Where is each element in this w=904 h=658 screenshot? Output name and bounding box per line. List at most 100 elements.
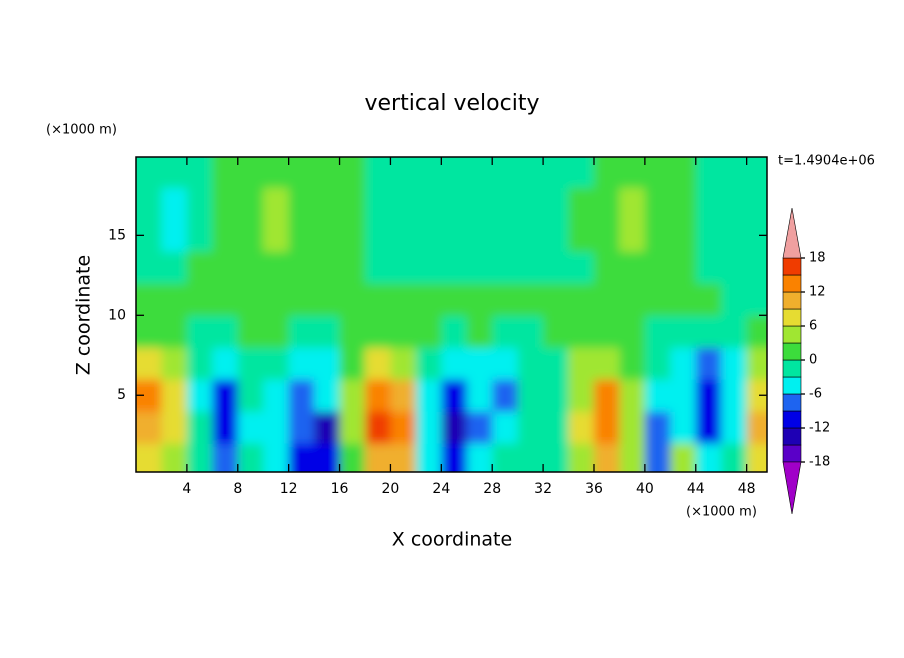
contour-cell [644, 379, 671, 412]
contour-cell [517, 251, 544, 284]
contour-cell [441, 347, 468, 380]
contour-cell [186, 187, 213, 220]
contour-cell [517, 283, 544, 316]
colorbar-tick-label: 12 [809, 285, 826, 300]
contour-cell [466, 283, 493, 316]
contour-cell [543, 251, 570, 284]
x-axis-label: X coordinate [392, 529, 512, 551]
contour-cell [161, 283, 188, 316]
contour-cell [364, 347, 391, 380]
contour-cell [695, 315, 722, 348]
contour-cell [288, 315, 315, 348]
contour-cell [263, 187, 290, 220]
contour-cell [695, 443, 722, 472]
colorbar-tick-label: -6 [809, 387, 822, 402]
contour-cell [339, 411, 366, 444]
contour-cell [619, 251, 646, 284]
contour-cell [644, 443, 671, 472]
contour-cell [212, 379, 239, 412]
colorbar-high-arrow [782, 207, 802, 259]
contour-cell [364, 251, 391, 284]
contour-cell [746, 443, 767, 472]
contour-cell [619, 411, 646, 444]
x-tick-label: 28 [483, 481, 501, 497]
contour-cell [721, 251, 748, 284]
contour-cell [517, 315, 544, 348]
contour-cell [492, 283, 519, 316]
contour-cell [695, 187, 722, 220]
contour-cell [314, 187, 341, 220]
contour-cell [619, 315, 646, 348]
contour-cell [415, 443, 442, 472]
contour-cell [670, 347, 697, 380]
contour-cell [695, 157, 722, 188]
contour-cells [136, 157, 767, 472]
contour-cell [619, 379, 646, 412]
x-tick-label: 16 [331, 481, 349, 497]
contour-cell [441, 411, 468, 444]
contour-cell [568, 251, 595, 284]
contour-cell [212, 443, 239, 472]
contour-cell [593, 315, 620, 348]
x-tick-label: 32 [534, 481, 552, 497]
contour-cell [288, 219, 315, 252]
contour-cell [695, 379, 722, 412]
contour-cell [568, 187, 595, 220]
contour-cell [364, 187, 391, 220]
colorbar-tick-label: 18 [809, 251, 826, 266]
contour-cell [619, 187, 646, 220]
x-tick-label: 48 [738, 481, 756, 497]
colorbar-box [782, 274, 802, 293]
contour-cell [543, 283, 570, 316]
contour-cell [670, 251, 697, 284]
contour-cell [161, 251, 188, 284]
contour-cell [644, 315, 671, 348]
contour-cell [721, 443, 748, 472]
contour-cell [644, 251, 671, 284]
contour-cell [517, 347, 544, 380]
colorbar-tick-label: 6 [809, 319, 817, 334]
contour-cell [237, 157, 264, 188]
contour-cell [186, 315, 213, 348]
contour-cell [136, 443, 162, 472]
contour-cell [288, 283, 315, 316]
contour-cell [517, 157, 544, 188]
contour-cell [314, 157, 341, 188]
contour-cell [161, 347, 188, 380]
colorbar-tick-label: -12 [809, 421, 830, 436]
contour-cell [161, 187, 188, 220]
plot-frame [135, 156, 768, 473]
contour-cell [237, 251, 264, 284]
contour-cell [593, 283, 620, 316]
contour-cell [492, 411, 519, 444]
time-label: t=1.4904e+06 [778, 154, 875, 169]
x-tick-label: 40 [636, 481, 654, 497]
contour-cell [746, 411, 767, 444]
contour-cell [543, 379, 570, 412]
contour-cell [543, 347, 570, 380]
contour-cell [670, 283, 697, 316]
contour-cell [339, 283, 366, 316]
contour-cell [186, 251, 213, 284]
contour-cell [415, 187, 442, 220]
contour-cell [288, 443, 315, 472]
contour-cell [263, 157, 290, 188]
contour-cell [568, 283, 595, 316]
contour-cell [466, 411, 493, 444]
contour-cell [593, 219, 620, 252]
contour-cell [390, 283, 417, 316]
contour-cell [644, 187, 671, 220]
y-tick-label: 10 [108, 307, 126, 323]
contour-cell [263, 251, 290, 284]
contour-field [136, 157, 767, 472]
contour-cell [136, 347, 162, 380]
contour-cell [390, 315, 417, 348]
contour-cell [339, 379, 366, 412]
contour-cell [492, 315, 519, 348]
contour-cell [441, 157, 468, 188]
contour-cell [161, 411, 188, 444]
contour-cell [237, 411, 264, 444]
contour-cell [390, 411, 417, 444]
contour-cell [619, 443, 646, 472]
